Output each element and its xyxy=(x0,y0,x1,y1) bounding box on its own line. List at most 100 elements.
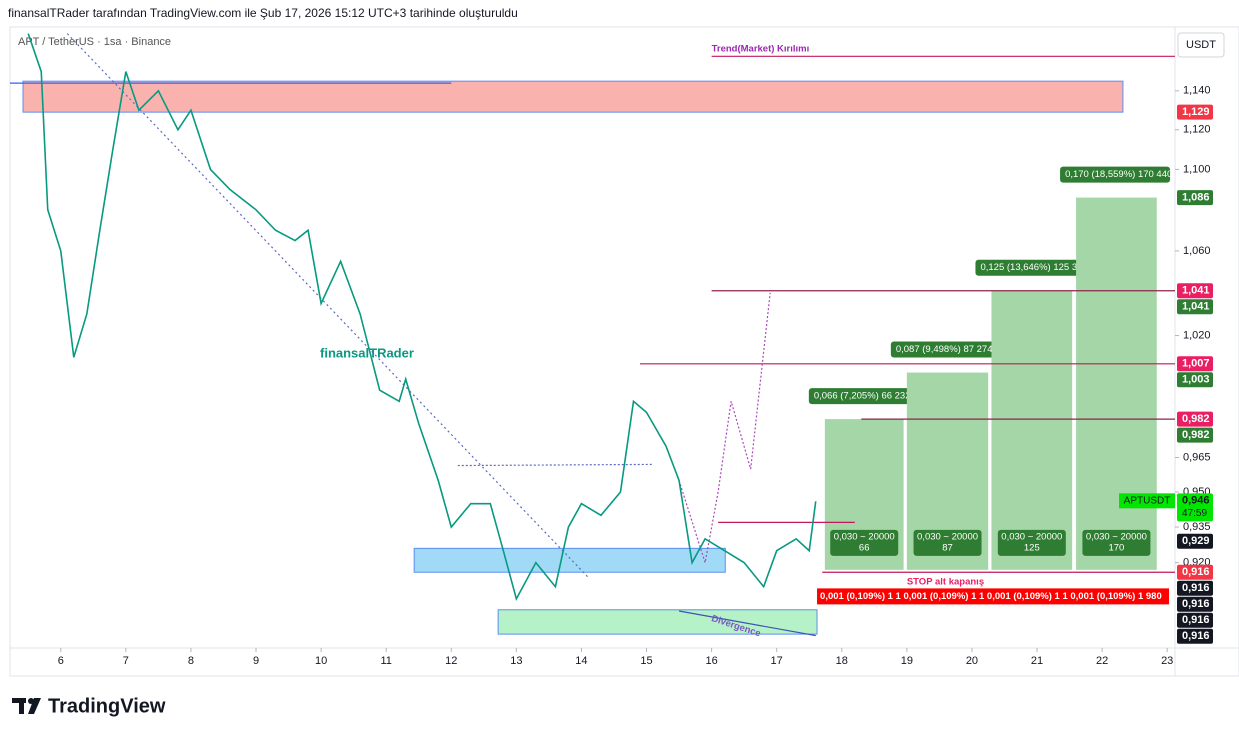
x-tick-label: 8 xyxy=(188,655,194,667)
target-label: 0,066 (7,205%) 66 2320 xyxy=(814,391,916,402)
price-tag xyxy=(1177,411,1213,427)
price-tag-label: 1,086 xyxy=(1182,191,1210,203)
x-tick-label: 18 xyxy=(836,655,848,667)
x-tick-label: 14 xyxy=(575,655,587,667)
target-count: 87 xyxy=(942,542,953,553)
price-tag-label: 0,916 xyxy=(1182,614,1210,626)
target-label-box xyxy=(1060,166,1171,183)
target-size-box xyxy=(997,529,1066,556)
frame xyxy=(9,26,1239,677)
price-tag-timer: 47:59 xyxy=(1182,508,1207,519)
x-tick-label: 23 xyxy=(1161,655,1173,667)
x-tick-label: 6 xyxy=(58,655,64,667)
drawing xyxy=(678,610,816,637)
target-size: 0,030 ~ 20000 xyxy=(1086,531,1147,542)
x-tick-label: 7 xyxy=(123,655,129,667)
target-size: 0,030 ~ 20000 xyxy=(1001,531,1062,542)
x-tick-label: 13 xyxy=(510,655,522,667)
x-tick-label: 19 xyxy=(901,655,913,667)
price-tag-label: 0,916 xyxy=(1182,630,1210,642)
y-tick-label: 0,935 xyxy=(1183,521,1211,533)
symbol: APT / TetherUS · 1sa · Binance xyxy=(18,36,171,48)
price-tag xyxy=(1177,564,1213,580)
x-tick-label: 9 xyxy=(253,655,259,667)
target-size: 0,030 ~ 20000 xyxy=(834,531,895,542)
price-tag-label: 1,041 xyxy=(1182,301,1210,313)
target-box xyxy=(1076,197,1157,570)
price-line xyxy=(27,33,817,601)
footer: TradingView xyxy=(48,695,166,717)
target-size-box xyxy=(830,529,899,556)
logo-stem xyxy=(19,698,24,714)
price-tag-label: 0,946 xyxy=(1182,495,1210,507)
zone xyxy=(22,80,1124,113)
price-tag-label: 0,916 xyxy=(1182,598,1210,610)
stop-label-box xyxy=(817,588,1170,605)
header: finansalTRader tarafından TradingView.co… xyxy=(8,6,518,20)
price-tag xyxy=(1177,372,1213,388)
target-label-box xyxy=(890,341,1001,358)
price-tag xyxy=(1177,612,1213,628)
y-tick-label: 1,120 xyxy=(1183,124,1211,136)
price-tag xyxy=(1177,427,1213,443)
target-label: 0,125 (13,646%) 125 3500 xyxy=(980,262,1093,273)
price-tag xyxy=(1177,190,1213,206)
target-size: 0,030 ~ 20000 xyxy=(917,531,978,542)
x-tick-label: 12 xyxy=(445,655,457,667)
target-size-box xyxy=(913,529,982,556)
target-count: 170 xyxy=(1108,542,1124,553)
zone xyxy=(413,547,726,573)
price-tag-label: 0,929 xyxy=(1182,535,1210,547)
target-count: 125 xyxy=(1024,542,1040,553)
x-tick-label: 17 xyxy=(771,655,783,667)
annotation: STOP alt kapanış xyxy=(907,576,984,587)
price-tag-label: 0,916 xyxy=(1182,566,1210,578)
x-tick-label: 15 xyxy=(640,655,652,667)
annotation: Trend(Market) Kırılımı xyxy=(712,43,810,54)
price-tag xyxy=(1177,104,1213,120)
x-tick-label: 16 xyxy=(705,655,717,667)
price-tag-label: 0,982 xyxy=(1182,413,1210,425)
x-tick-label: 21 xyxy=(1031,655,1043,667)
symbol-tag-label: APTUSDT xyxy=(1124,495,1171,506)
price-tag xyxy=(1177,283,1213,299)
target-label: 0,170 (18,559%) 170 4400 xyxy=(1065,169,1178,180)
price-tag-label: 0,982 xyxy=(1182,429,1210,441)
drawing xyxy=(457,463,654,467)
price-tag-label: 1,007 xyxy=(1182,358,1210,370)
target-box xyxy=(991,290,1073,570)
zone xyxy=(497,609,818,635)
price-tag-label: 1,041 xyxy=(1182,285,1210,297)
target-count: 66 xyxy=(859,542,870,553)
logo xyxy=(12,698,41,714)
y-tick-label: 1,100 xyxy=(1183,163,1211,175)
currency-button[interactable] xyxy=(1177,32,1225,58)
target-size-box xyxy=(1082,529,1151,556)
price-tag xyxy=(1177,533,1213,549)
x-tick-label: 20 xyxy=(966,655,978,667)
x-tick-label: 10 xyxy=(315,655,327,667)
symbol-tag xyxy=(1119,493,1175,509)
x-tick-label: 11 xyxy=(380,655,391,667)
y-tick-label: 1,020 xyxy=(1183,329,1211,341)
price-tag xyxy=(1177,580,1213,596)
drawing xyxy=(678,292,771,563)
price-tag-label: 1,003 xyxy=(1182,374,1210,386)
target-label: 0,087 (9,498%) 87 2740 xyxy=(896,344,998,355)
price-tag xyxy=(1177,356,1213,372)
y-tick-label: 1,060 xyxy=(1183,245,1211,257)
price-tag xyxy=(1177,628,1213,644)
currency[interactable]: USDT xyxy=(1186,39,1216,51)
price-tag xyxy=(1177,493,1213,522)
x-tick-label: 22 xyxy=(1096,655,1108,667)
price-tag xyxy=(1177,596,1213,612)
y-tick-label: 0,965 xyxy=(1183,451,1211,463)
price-tag xyxy=(1177,299,1213,315)
y-tick-label: 1,140 xyxy=(1183,85,1211,97)
watermark: finansalTRader xyxy=(320,345,414,360)
price-tag-label: 1,129 xyxy=(1182,106,1210,118)
target-label-box xyxy=(808,388,919,405)
price-tag-label: 0,916 xyxy=(1182,582,1210,594)
